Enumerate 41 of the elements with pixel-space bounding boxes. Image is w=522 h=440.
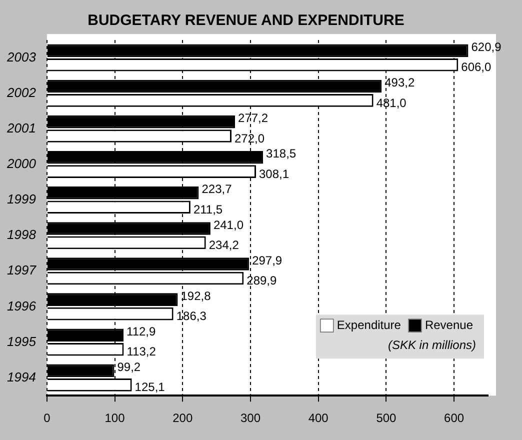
y-tick-label: 1994: [7, 369, 36, 384]
y-tick-label: 2002: [6, 84, 37, 100]
y-tick-label: 1999: [7, 192, 36, 207]
legend-label: Revenue: [424, 318, 474, 332]
data-label: 99,2: [117, 360, 141, 374]
legend-label: Expenditure: [336, 318, 402, 332]
x-tick-label: 100: [104, 411, 126, 426]
y-tick-label: 1996: [7, 298, 37, 314]
data-label: 297,9: [252, 253, 282, 268]
x-tick-label: 300: [240, 411, 261, 426]
data-label: 318,5: [266, 146, 296, 161]
chart-title: BUDGETARY REVENUE AND EXPENDITURE: [88, 12, 404, 30]
y-tick-label: 2003: [6, 49, 37, 64]
data-label: 289,9: [246, 274, 277, 288]
annotation: (SKK in millions): [388, 338, 476, 352]
data-label: 493,2: [384, 76, 415, 90]
data-label: 186,3: [176, 309, 207, 324]
data-label: 481,0: [376, 96, 407, 110]
data-label: 308,1: [258, 166, 290, 181]
data-label: 211,5: [193, 202, 223, 216]
y-tick-label: 2000: [6, 156, 37, 172]
data-label: 620,9: [471, 40, 502, 54]
data-label: 277,2: [238, 111, 268, 126]
data-label: 223,7: [202, 182, 232, 196]
x-tick-label: 400: [308, 411, 329, 426]
data-label: 234,2: [208, 238, 240, 252]
y-tick-label: 1997: [7, 262, 37, 278]
x-tick-label: 0: [44, 411, 51, 426]
data-label: 606,0: [461, 60, 492, 74]
x-tick-label: 600: [444, 411, 464, 426]
data-label: 272,0: [234, 131, 265, 146]
y-tick-label: 1995: [7, 334, 37, 349]
data-label: 112,9: [126, 324, 156, 338]
data-label: 241,0: [213, 218, 244, 232]
y-tick-label: 2001: [6, 120, 36, 136]
data-label: 113,2: [126, 344, 156, 359]
data-label: 192,8: [180, 288, 212, 303]
data-label: 125,1: [134, 380, 166, 394]
x-tick-label: 200: [172, 411, 193, 426]
x-tick-label: 500: [376, 411, 397, 426]
y-tick-label: 1998: [7, 227, 37, 242]
